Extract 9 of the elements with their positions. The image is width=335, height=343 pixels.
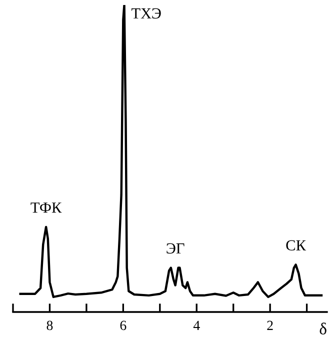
x-axis-title: δ (320, 322, 326, 334)
annotation: СК (286, 240, 306, 251)
x-tick-label: 6 (120, 320, 126, 330)
x-tick-label: 4 (193, 320, 200, 330)
annotation: ТХЭ (132, 8, 161, 19)
annotation: ЭГ (166, 243, 184, 254)
x-tick-label: 2 (267, 320, 273, 330)
annotation: ТФК (30, 202, 62, 213)
x-tick-label: 8 (46, 320, 53, 330)
